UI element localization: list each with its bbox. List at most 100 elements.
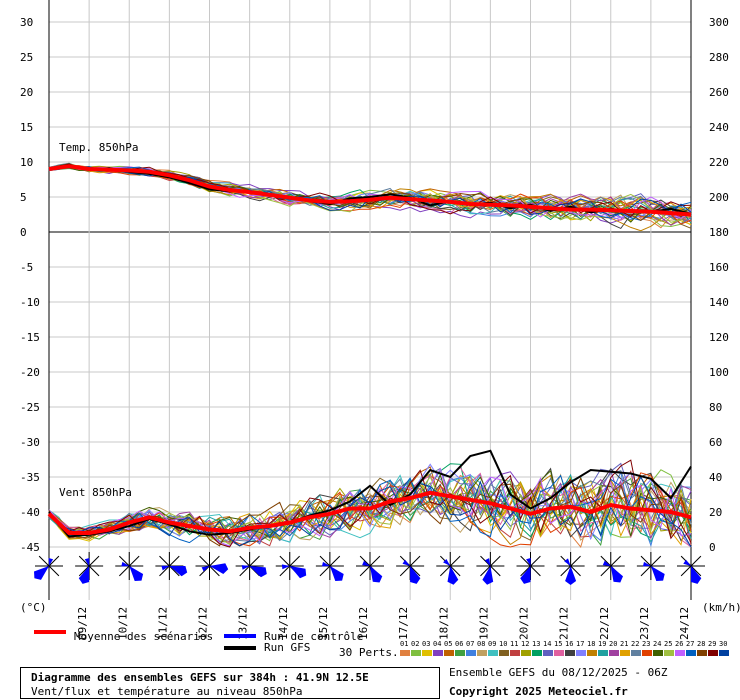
pert-number: 18 xyxy=(587,640,595,648)
pert-number: 11 xyxy=(510,640,518,648)
pert-number: 19 xyxy=(598,640,606,648)
perts-label: 30 Perts. xyxy=(339,646,399,659)
wind-rose xyxy=(34,552,63,580)
pert-swatch xyxy=(565,650,575,656)
right-tick-label: 80 xyxy=(709,401,722,414)
right-tick-label: 120 xyxy=(709,331,729,344)
pert-swatch xyxy=(488,650,498,656)
info-box: Diagramme des ensembles GEFS sur 384h : … xyxy=(20,667,440,699)
left-tick-label: -15 xyxy=(20,331,40,344)
right-tick-label: 260 xyxy=(709,86,729,99)
left-tick-label: -5 xyxy=(20,261,33,274)
pert-swatch xyxy=(675,650,685,656)
pert-number: 17 xyxy=(576,640,584,648)
x-tick-label: 23/12 xyxy=(638,607,651,640)
run-info: Ensemble GEFS du 08/12/2025 - 06Z xyxy=(449,666,668,679)
pert-number: 05 xyxy=(444,640,452,648)
right-tick-label: 40 xyxy=(709,471,722,484)
right-tick-label: 140 xyxy=(709,296,729,309)
left-tick-label: -25 xyxy=(20,401,40,414)
left-tick-label: 25 xyxy=(20,51,33,64)
right-axis-unit: (km/h) xyxy=(702,601,740,614)
left-tick-label: -40 xyxy=(20,506,40,519)
pert-number: 13 xyxy=(532,640,540,648)
pert-swatch xyxy=(521,650,531,656)
pert-number: 25 xyxy=(664,640,672,648)
pert-swatch xyxy=(422,650,432,656)
right-tick-label: 280 xyxy=(709,51,729,64)
pert-swatch xyxy=(598,650,608,656)
right-tick-label: 160 xyxy=(709,261,729,274)
left-axis-unit: (°C) xyxy=(20,601,47,614)
x-tick-label: 18/12 xyxy=(437,607,450,640)
temp-panel-label: Temp. 850hPa xyxy=(59,141,138,154)
right-tick-label: 100 xyxy=(709,366,729,379)
pert-swatch xyxy=(587,650,597,656)
mean-swatch xyxy=(34,630,66,634)
pert-number: 09 xyxy=(488,640,496,648)
right-tick-label: 60 xyxy=(709,436,722,449)
left-tick-label: -10 xyxy=(20,296,40,309)
pert-number: 14 xyxy=(543,640,551,648)
pert-swatch xyxy=(609,650,619,656)
pert-swatch xyxy=(411,650,421,656)
pert-number: 23 xyxy=(642,640,650,648)
pert-swatch xyxy=(642,650,652,656)
rose-spoke xyxy=(39,556,49,566)
pert-swatch xyxy=(708,650,718,656)
right-tick-label: 180 xyxy=(709,226,729,239)
pert-number: 24 xyxy=(653,640,661,648)
pert-swatch xyxy=(543,650,553,656)
pert-swatch xyxy=(499,650,509,656)
mean-label: Moyenne des scénarios xyxy=(74,630,213,643)
pert-number: 03 xyxy=(422,640,430,648)
pert-swatch xyxy=(466,650,476,656)
pert-number: 16 xyxy=(565,640,573,648)
pert-number: 26 xyxy=(675,640,683,648)
gfs-swatch xyxy=(224,646,256,650)
pert-swatch xyxy=(631,650,641,656)
pert-swatch xyxy=(653,650,663,656)
pert-number: 01 xyxy=(400,640,408,648)
pert-number: 21 xyxy=(620,640,628,648)
pert-number: 02 xyxy=(411,640,419,648)
x-tick-label: 24/12 xyxy=(678,607,691,640)
pert-swatch xyxy=(697,650,707,656)
pert-number: 12 xyxy=(521,640,529,648)
x-tick-label: 20/12 xyxy=(518,607,531,640)
pert-number: 06 xyxy=(455,640,463,648)
left-tick-label: 20 xyxy=(20,86,33,99)
pert-swatch xyxy=(554,650,564,656)
x-tick-label: 21/12 xyxy=(558,607,571,640)
right-tick-label: 220 xyxy=(709,156,729,169)
pert-swatch xyxy=(433,650,443,656)
pert-number: 04 xyxy=(433,640,441,648)
right-tick-label: 20 xyxy=(709,506,722,519)
left-tick-label: 10 xyxy=(20,156,33,169)
left-tick-label: -30 xyxy=(20,436,40,449)
pert-swatch xyxy=(510,650,520,656)
gfs-label: Run GFS xyxy=(264,641,310,654)
left-tick-label: -45 xyxy=(20,541,40,554)
pert-swatch xyxy=(686,650,696,656)
chart-subtitle: Vent/flux et température au niveau 850hP… xyxy=(31,685,303,698)
pert-swatch xyxy=(400,650,410,656)
x-tick-label: 19/12 xyxy=(477,607,490,640)
left-tick-label: -35 xyxy=(20,471,40,484)
wind-panel-label: Vent 850hPa xyxy=(59,486,132,499)
right-tick-label: 200 xyxy=(709,191,729,204)
rose-spoke xyxy=(691,556,701,566)
pert-number: 27 xyxy=(686,640,694,648)
right-tick-label: 240 xyxy=(709,121,729,134)
pert-number: 28 xyxy=(697,640,705,648)
pert-number: 30 xyxy=(719,640,727,648)
right-tick-label: 0 xyxy=(709,541,716,554)
pert-number: 08 xyxy=(477,640,485,648)
pert-swatch xyxy=(455,650,465,656)
pert-number: 20 xyxy=(609,640,617,648)
pert-swatch xyxy=(620,650,630,656)
control-swatch xyxy=(224,634,256,638)
pert-number: 15 xyxy=(554,640,562,648)
copyright: Copyright 2025 Meteociel.fr xyxy=(449,685,628,698)
chart-title: Diagramme des ensembles GEFS sur 384h : … xyxy=(31,671,369,684)
